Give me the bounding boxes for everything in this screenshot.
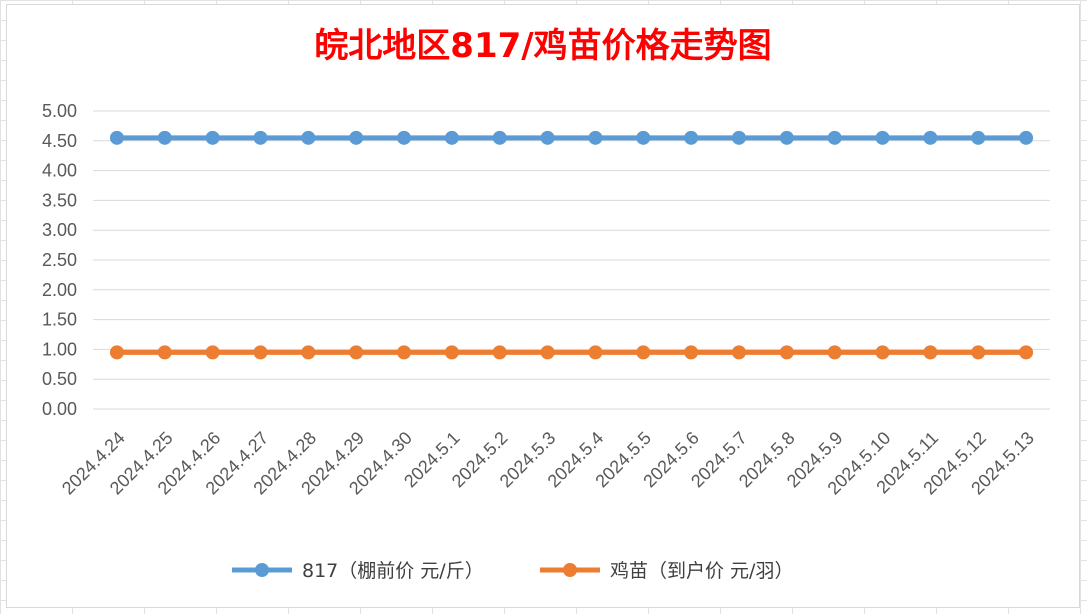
data-point [779,345,794,360]
data-point [540,130,555,145]
data-point [684,130,699,145]
legend-marker [255,563,269,577]
y-tick-label: 1.50 [42,310,77,330]
data-point [731,130,746,145]
data-point [636,130,651,145]
data-point [971,345,986,360]
data-point [157,130,172,145]
data-point [1019,130,1034,145]
chart-title: 皖北地区817/鸡苗价格走势图 [314,26,771,66]
data-point [205,345,220,360]
y-tick-label: 3.00 [42,220,77,240]
y-tick-label: 4.50 [42,131,77,151]
y-tick-label: 5.00 [42,101,77,121]
chart-frame[interactable] [6,4,1080,608]
y-tick-label: 4.00 [42,161,77,181]
series-group [109,130,1034,145]
data-point [492,130,507,145]
data-point [588,130,603,145]
data-point [875,345,890,360]
data-point [492,345,507,360]
legend-entry[interactable]: 817（棚前价 元/斤） [232,560,484,582]
data-series [109,130,1034,360]
data-point [684,345,699,360]
y-tick-label: 3.50 [42,190,77,210]
legend-label: 817（棚前价 元/斤） [302,560,484,582]
legend: 817（棚前价 元/斤） 鸡苗（到户价 元/羽） [232,560,793,582]
data-point [157,345,172,360]
data-point [397,130,412,145]
data-point [301,130,316,145]
data-point [109,130,124,145]
data-point [109,345,124,360]
legend-label: 鸡苗（到户价 元/羽） [610,560,793,582]
data-point [971,130,986,145]
y-tick-label: 0.50 [42,369,77,389]
data-point [588,345,603,360]
data-point [827,130,842,145]
gridlines [93,110,1050,410]
y-axis-tick-labels: 0.00 0.50 1.00 1.50 2.00 2.50 3.00 3.50 4.00 4.50… [42,101,77,419]
data-point [731,345,746,360]
data-point [444,130,459,145]
data-point [779,130,794,145]
y-tick-label: 1.00 [42,339,77,359]
data-point [827,345,842,360]
data-point [444,345,459,360]
y-tick-label: 0.00 [42,399,77,419]
data-point [349,345,364,360]
data-point [253,130,268,145]
data-point [1019,345,1034,360]
data-point [875,130,890,145]
y-tick-label: 2.50 [42,250,77,270]
x-axis-tick-labels: 2024.4.242024.4.252024.4.262024.4.272024… [58,428,1038,499]
y-tick-label: 2.00 [42,280,77,300]
series-group [109,345,1034,360]
legend-entry[interactable]: 鸡苗（到户价 元/羽） [540,560,793,582]
data-point [923,130,938,145]
data-point [253,345,268,360]
data-point [205,130,220,145]
legend-marker [563,563,577,577]
data-point [636,345,651,360]
data-point [923,345,938,360]
data-point [301,345,316,360]
data-point [397,345,412,360]
data-point [540,345,555,360]
data-point [349,130,364,145]
